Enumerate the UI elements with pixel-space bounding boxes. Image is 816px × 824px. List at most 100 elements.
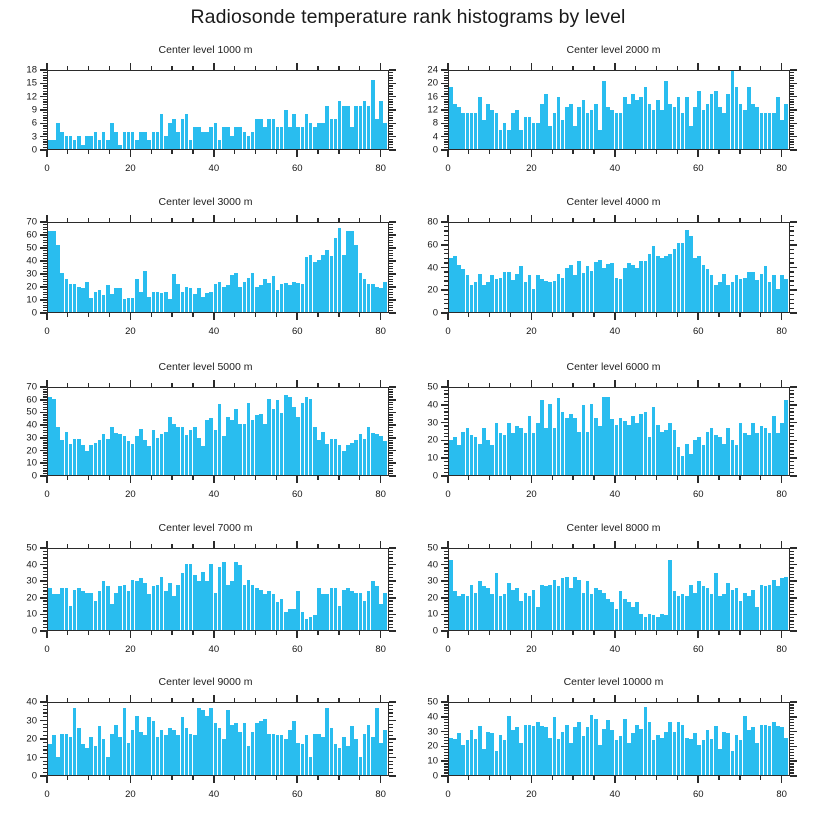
y-minor-tick [444, 133, 448, 135]
y-tick-label: 50 [26, 542, 37, 554]
bar [730, 71, 735, 149]
bar [527, 275, 532, 312]
bar [93, 746, 98, 775]
x-minor-tick [108, 631, 111, 635]
y-minor-tick [43, 146, 47, 148]
bar [763, 586, 768, 630]
bar [627, 602, 631, 630]
bar [461, 594, 466, 630]
y-major-tick-right [389, 738, 396, 740]
x-minor-tick-top [67, 218, 69, 222]
x-tick-label: 20 [526, 789, 537, 800]
bar [358, 272, 363, 312]
bar [602, 80, 606, 149]
x-major-tick-top [46, 695, 48, 702]
y-minor-tick [43, 749, 47, 751]
x-major-tick [213, 150, 215, 157]
y-minor-tick-right [389, 291, 393, 293]
y-minor-tick-right [790, 393, 794, 395]
y-minor-tick-right [389, 79, 393, 82]
bar [548, 584, 552, 630]
bar [234, 127, 238, 149]
bar [304, 114, 309, 149]
x-major-tick-top [129, 63, 132, 70]
y-minor-tick [444, 603, 448, 606]
bar [556, 739, 561, 775]
x-minor-tick [192, 776, 194, 780]
y-minor-tick [43, 406, 47, 408]
bar [296, 742, 301, 775]
bar [511, 730, 515, 775]
bar [776, 586, 780, 630]
bar [114, 432, 118, 475]
bar [477, 726, 482, 775]
bar [321, 254, 325, 312]
bar [560, 412, 565, 475]
y-minor-tick-right [790, 573, 794, 576]
x-major-tick-top [780, 541, 783, 548]
x-major-tick [697, 776, 700, 783]
bar [176, 284, 180, 312]
x-minor-tick-top [150, 544, 152, 548]
bar [680, 243, 685, 312]
bar [552, 428, 557, 475]
bar [498, 129, 503, 149]
panel-3: Center level 3000 m 0 10 20 30 40 50 60 70 0 20 40 6… [0, 196, 411, 361]
y-minor-tick [444, 239, 448, 241]
bar [515, 426, 519, 475]
y-minor-tick-right [389, 452, 393, 454]
bar [598, 426, 602, 475]
y-minor-tick [43, 610, 47, 612]
bar [519, 129, 523, 149]
y-tick-label: 40 [26, 559, 37, 571]
bar [664, 429, 668, 475]
y-minor-tick [43, 705, 47, 707]
bar [701, 586, 706, 630]
x-tick-label: 80 [375, 644, 386, 655]
x-major-tick [296, 313, 299, 320]
y-major-tick [40, 221, 47, 223]
bar [490, 733, 494, 775]
bar [188, 287, 193, 312]
bar [313, 615, 317, 630]
y-minor-tick-right [389, 101, 393, 103]
bar [226, 416, 230, 475]
bar [370, 581, 375, 630]
y-minor-tick [43, 265, 47, 267]
y-minor-tick [444, 617, 448, 619]
x-major-tick [213, 313, 215, 320]
bar [738, 740, 743, 775]
y-major-tick [441, 613, 448, 616]
x-major-tick-top [780, 380, 783, 387]
bar [598, 129, 602, 149]
bar [726, 93, 731, 149]
y-minor-tick-right [790, 280, 794, 282]
y-minor-tick-right [389, 708, 393, 710]
x-major-tick [614, 631, 616, 638]
bar [498, 734, 503, 775]
bar [535, 123, 540, 149]
y-minor-tick [43, 236, 47, 239]
y-minor-tick [444, 583, 448, 586]
bar [573, 275, 577, 312]
y-tick-label: 0 [432, 625, 438, 637]
bar [722, 594, 726, 630]
bar [68, 136, 73, 149]
x-minor-tick [634, 631, 637, 635]
bar [465, 740, 470, 775]
x-minor-tick-top [760, 544, 762, 548]
bar [375, 286, 379, 312]
y-minor-tick-right [389, 745, 393, 747]
y-minor-tick [444, 298, 448, 300]
bar [313, 733, 317, 775]
y-minor-tick-right [389, 467, 393, 469]
y-minor-tick-right [389, 557, 393, 559]
y-minor-tick-right [790, 429, 794, 431]
bar [350, 230, 354, 312]
x-minor-tick [67, 150, 69, 154]
y-minor-tick-right [389, 278, 393, 280]
y-tick-label: 10 [26, 752, 37, 763]
x-tick-label: 80 [776, 163, 787, 174]
y-minor-tick-right [389, 401, 393, 403]
y-minor-tick-right [790, 560, 794, 562]
